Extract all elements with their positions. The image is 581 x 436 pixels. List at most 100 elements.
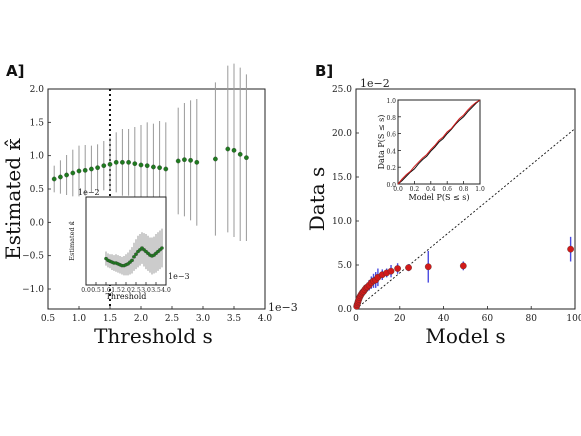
a-main-x-tick-label: 1.0	[72, 314, 87, 324]
panel-a-inset-chart: 0.0 0.5 1.0 1.5 2.0 2.5 3.0 3.5 4.0 Threshold Esti…	[67, 188, 190, 301]
a-main-data-point	[70, 170, 76, 176]
a-main-data-point	[157, 165, 162, 171]
a-main-exponent-label: 1e−3	[268, 301, 298, 314]
b-inset-x-tick-label: 0.8	[459, 186, 469, 193]
a-main-x-tick-label: 2.5	[165, 314, 180, 324]
a-inset-x-tick-label: 2.0	[121, 287, 131, 294]
a-inset-axes-frame	[85, 196, 167, 286]
a-main-y-tick-label: −0.5	[22, 252, 44, 262]
b-main-data-point	[459, 262, 467, 270]
b-main-x-tick-label: 60	[482, 314, 494, 324]
a-main-y-tick-label: 0.5	[30, 185, 45, 195]
b-main-data-point	[394, 265, 401, 272]
a-main-y-tick-label: 1.0	[30, 152, 45, 162]
b-main-x-tick-label: 40	[438, 314, 450, 324]
a-main-x-tick-label: 4.0	[258, 314, 273, 324]
a-main-x-tick-label: 3.5	[227, 314, 242, 324]
panel-a-letter: A]	[6, 62, 24, 80]
a-inset-data-point	[160, 246, 164, 250]
a-main-data-point	[107, 161, 113, 167]
b-main-x-tick-label: 20	[394, 314, 406, 324]
a-main-data-point	[89, 166, 94, 172]
a-main-data-point	[244, 155, 249, 161]
b-inset-x-tick-label: 0.6	[442, 186, 452, 193]
b-main-y-tick-label: 25.0	[332, 85, 352, 95]
b-main-data-point	[405, 264, 412, 271]
a-main-x-tick-label: 3.0	[196, 314, 211, 324]
panel-b-main-chart: 0 20 40 60 80 100 25.0 20.0 15.0 10.0 5.0 0.0 Model …	[305, 77, 581, 348]
b-inset-series-line	[397, 99, 481, 185]
b-main-x-tick-label: 100	[566, 314, 581, 324]
a-inset-x-axis-label: Threshold	[106, 292, 147, 301]
a-main-y-tick-label: 2.0	[30, 85, 45, 95]
a-main-data-point	[163, 166, 169, 172]
b-main-y-tick-label: 5.0	[338, 261, 353, 271]
a-inset-x-tick-label: 4.0	[161, 287, 171, 294]
a-inset-x-tick-label: 2.5	[131, 287, 141, 294]
b-main-reference-line	[355, 128, 576, 310]
a-inset-x-tick-label: 1.5	[111, 287, 121, 294]
b-main-data-point	[387, 267, 395, 275]
b-inset-y-tick-label: 0.6	[386, 132, 396, 139]
a-inset-x-tick-label: 1.0	[101, 287, 111, 294]
a-inset-y-axis-label: Estimated κ̂	[67, 221, 76, 261]
a-main-data-point	[213, 156, 218, 162]
b-inset-x-tick-label: 0.0	[393, 186, 403, 193]
b-inset-series-line	[397, 99, 481, 185]
a-main-data-point	[225, 146, 231, 152]
b-main-y-tick-label: 10.0	[332, 217, 352, 227]
a-main-y-axis-label: Estimated κ̂	[1, 138, 25, 260]
b-inset-x-tick-label: 0.4	[426, 186, 436, 193]
a-inset-x-tick-label: 0.5	[91, 287, 101, 294]
b-main-y-tick-label: 0.0	[338, 305, 353, 315]
b-inset-y-tick-label: 0.0	[386, 182, 396, 189]
a-main-x-tick-label: 2.0	[134, 314, 149, 324]
a-main-data-point	[120, 159, 125, 165]
a-main-data-point	[58, 174, 63, 180]
b-main-x-tick-label: 80	[525, 314, 537, 324]
b-main-y-tick-label: 15.0	[332, 173, 352, 183]
b-inset-x-axis-label: Model P(S ≤ s)	[409, 193, 470, 202]
a-main-data-point	[95, 165, 100, 171]
b-main-exponent-label: 1e−2	[360, 77, 390, 90]
a-inset-data-point	[132, 255, 136, 259]
b-main-y-tick-label: 20.0	[332, 129, 352, 139]
panel-a-main-chart: 0.5 1.0 1.5 2.0 2.5 3.0 3.5 4.02.01.51.00.50.0−…	[1, 63, 298, 348]
a-main-x-tick-label: 0.5	[41, 314, 56, 324]
a-main-data-point	[237, 151, 243, 157]
panel-b-letter: B]	[315, 62, 333, 80]
a-inset-data-point	[130, 258, 134, 263]
a-inset-x-exponent-label: 1e−3	[168, 272, 190, 281]
b-inset-x-tick-label: 1.0	[475, 186, 485, 193]
a-main-data-point	[144, 163, 150, 169]
b-inset-x-tick-label: 0.2	[410, 186, 420, 193]
a-main-data-point	[151, 164, 156, 170]
a-main-data-point	[231, 147, 237, 153]
panel-b-inset-chart: 0.0 0.2 0.4 0.6 0.8 1.0 0.0 0.2 0.4 0.6 0.8 1.0 Mode…	[377, 98, 485, 202]
a-main-data-point	[101, 163, 107, 169]
a-main-data-point	[182, 157, 187, 163]
a-main-data-point	[175, 158, 181, 164]
b-main-data-point	[567, 245, 574, 253]
b-main-y-axis-label: Data s	[305, 167, 329, 232]
a-main-data-point	[64, 172, 69, 178]
a-main-data-point	[194, 159, 200, 165]
a-inset-x-tick-label: 3.5	[151, 287, 161, 294]
a-main-data-point	[132, 161, 138, 167]
a-main-y-tick-label: 0.0	[30, 218, 45, 228]
b-inset-y-tick-label: 0.8	[386, 115, 396, 122]
a-main-y-tick-label: 1.5	[30, 118, 45, 128]
b-inset-y-tick-label: 0.4	[386, 148, 396, 155]
a-main-data-point	[82, 167, 88, 173]
a-main-y-tick-label: −1.0	[22, 285, 44, 295]
a-main-data-point	[188, 157, 193, 163]
a-main-data-point	[138, 162, 144, 168]
b-inset-y-tick-label: 0.2	[386, 165, 396, 172]
a-inset-y-exponent-label: 1e−2	[78, 188, 100, 197]
b-main-x-axis-label: Model s	[425, 324, 505, 348]
a-main-data-point	[126, 159, 131, 165]
a-main-data-point	[76, 168, 82, 174]
a-main-data-point	[113, 159, 119, 165]
b-main-data-point	[424, 263, 432, 271]
